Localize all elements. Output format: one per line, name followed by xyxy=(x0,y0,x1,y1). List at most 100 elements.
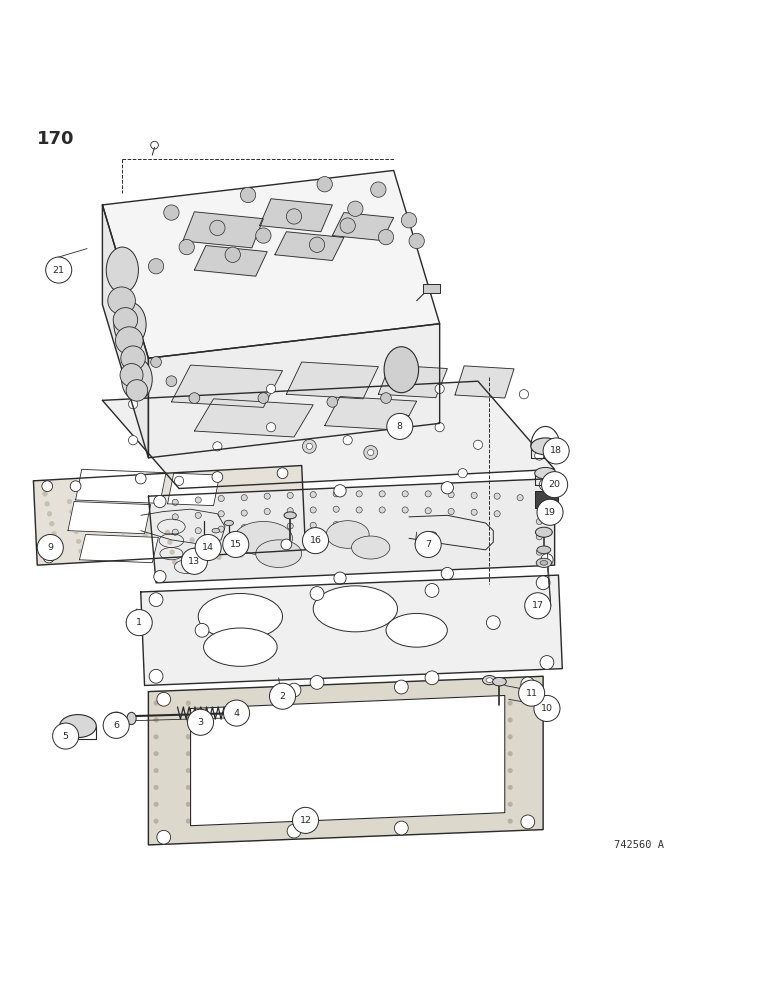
Circle shape xyxy=(154,768,158,773)
Circle shape xyxy=(126,610,152,636)
Circle shape xyxy=(165,530,170,534)
Circle shape xyxy=(458,469,467,478)
Polygon shape xyxy=(141,575,562,685)
Circle shape xyxy=(287,508,293,514)
Polygon shape xyxy=(168,473,220,506)
Circle shape xyxy=(45,502,49,506)
Circle shape xyxy=(508,819,513,823)
Circle shape xyxy=(508,701,513,705)
Circle shape xyxy=(101,547,106,551)
Circle shape xyxy=(103,557,108,561)
Circle shape xyxy=(356,507,362,513)
Circle shape xyxy=(415,531,441,557)
Circle shape xyxy=(215,545,219,550)
Text: 6: 6 xyxy=(113,721,119,730)
Circle shape xyxy=(170,550,174,554)
Circle shape xyxy=(263,561,268,565)
Ellipse shape xyxy=(225,536,233,541)
Circle shape xyxy=(70,481,81,492)
Circle shape xyxy=(508,718,513,722)
Circle shape xyxy=(347,201,363,216)
Circle shape xyxy=(190,538,195,542)
Polygon shape xyxy=(275,232,344,260)
Circle shape xyxy=(540,656,554,669)
Ellipse shape xyxy=(535,467,556,479)
Circle shape xyxy=(69,509,74,514)
Circle shape xyxy=(141,522,145,527)
Circle shape xyxy=(174,476,184,485)
Text: 7: 7 xyxy=(425,540,431,549)
Circle shape xyxy=(540,479,551,491)
Circle shape xyxy=(266,384,276,393)
Circle shape xyxy=(225,247,240,262)
Circle shape xyxy=(49,521,54,526)
Circle shape xyxy=(425,491,432,497)
Circle shape xyxy=(108,287,135,315)
Polygon shape xyxy=(103,170,439,358)
Circle shape xyxy=(494,493,500,499)
Circle shape xyxy=(537,576,550,590)
Circle shape xyxy=(52,723,79,749)
Circle shape xyxy=(519,680,545,706)
Text: 170: 170 xyxy=(37,130,75,148)
Circle shape xyxy=(537,518,543,525)
Circle shape xyxy=(241,495,247,501)
Circle shape xyxy=(172,499,178,505)
Polygon shape xyxy=(80,534,158,563)
Circle shape xyxy=(333,491,339,497)
Polygon shape xyxy=(183,212,263,248)
Text: 1: 1 xyxy=(136,618,142,627)
Circle shape xyxy=(164,205,179,220)
Ellipse shape xyxy=(384,347,418,393)
Circle shape xyxy=(486,616,500,630)
Circle shape xyxy=(172,514,178,520)
Ellipse shape xyxy=(482,676,496,685)
Text: 5: 5 xyxy=(63,732,69,741)
Circle shape xyxy=(281,539,292,550)
Circle shape xyxy=(224,700,249,726)
Circle shape xyxy=(186,718,191,722)
Circle shape xyxy=(181,548,208,574)
Circle shape xyxy=(188,709,214,735)
Polygon shape xyxy=(378,365,447,398)
Circle shape xyxy=(172,529,178,535)
Circle shape xyxy=(52,531,56,536)
Circle shape xyxy=(448,508,454,515)
Circle shape xyxy=(287,492,293,498)
Circle shape xyxy=(154,571,166,583)
Circle shape xyxy=(76,539,81,544)
Ellipse shape xyxy=(351,536,390,559)
Ellipse shape xyxy=(428,532,437,537)
Ellipse shape xyxy=(234,521,293,555)
Circle shape xyxy=(378,229,394,245)
Circle shape xyxy=(333,521,339,528)
Ellipse shape xyxy=(284,512,296,519)
Circle shape xyxy=(425,671,439,685)
Circle shape xyxy=(218,526,225,532)
Polygon shape xyxy=(148,479,554,583)
Polygon shape xyxy=(325,397,417,430)
Text: 4: 4 xyxy=(234,709,239,718)
Text: 12: 12 xyxy=(300,816,312,825)
Circle shape xyxy=(172,560,177,564)
Polygon shape xyxy=(259,199,333,232)
Circle shape xyxy=(287,824,301,838)
Text: 3: 3 xyxy=(198,718,204,727)
Circle shape xyxy=(186,751,191,756)
Circle shape xyxy=(303,528,329,554)
Circle shape xyxy=(333,506,339,512)
Circle shape xyxy=(241,510,247,516)
Circle shape xyxy=(401,213,417,228)
Ellipse shape xyxy=(536,527,552,537)
Ellipse shape xyxy=(107,247,138,293)
Circle shape xyxy=(537,549,543,555)
Circle shape xyxy=(218,511,225,517)
Circle shape xyxy=(310,492,317,498)
Circle shape xyxy=(340,218,355,233)
Polygon shape xyxy=(76,469,166,503)
Circle shape xyxy=(371,182,386,197)
Circle shape xyxy=(94,517,99,521)
Ellipse shape xyxy=(493,677,506,686)
Circle shape xyxy=(441,567,453,580)
Circle shape xyxy=(537,499,563,525)
